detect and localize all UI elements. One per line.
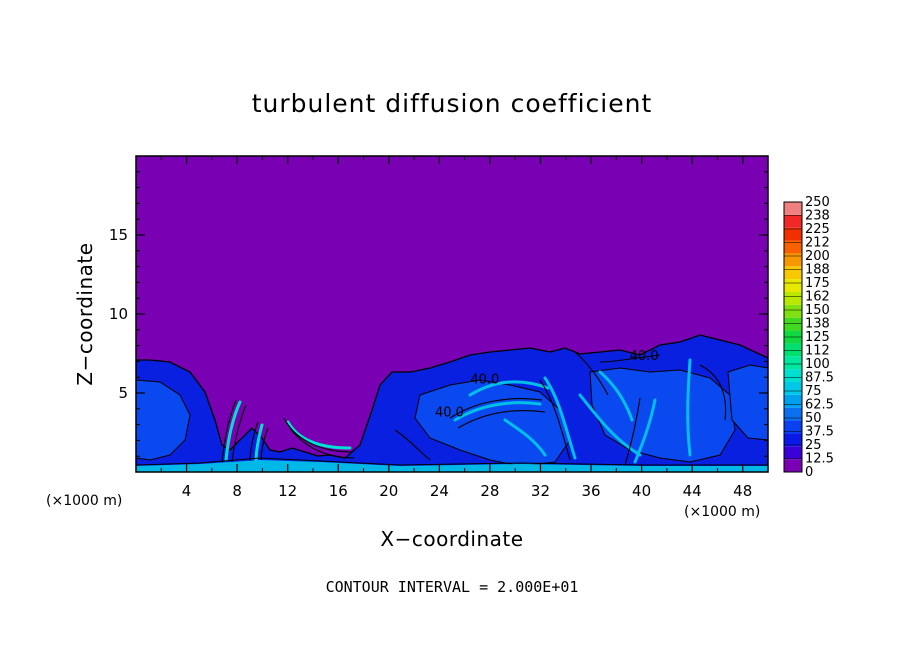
colorbar-swatch: [784, 253, 802, 267]
colorbar-tick-label: 12.5: [805, 452, 834, 467]
colorbar-swatch: [784, 420, 802, 434]
colorbar-swatch: [784, 292, 802, 305]
x-unit-label-left: (×1000 m): [46, 493, 122, 509]
colorbar-swatch: [784, 227, 802, 241]
y-axis-label: Z−coordinate: [73, 242, 97, 385]
colorbar-tick-label: 25: [805, 438, 822, 453]
colorbar-swatch: [784, 394, 802, 408]
blue-patch: [414, 379, 571, 467]
colorbar-tick-label: 138: [805, 317, 830, 332]
colorbar-tick-label: 250: [805, 195, 830, 210]
x-tick-label: 44: [683, 482, 702, 500]
plot-area: 40.040.040.0 4 8 12 16 20 24 28 32 36 40 44 48 5101…: [109, 155, 769, 500]
colorbar-tick-label: 37.5: [805, 425, 834, 440]
colorbar-tick-label: 50: [805, 411, 822, 426]
colorbar-tick-label: 112: [805, 344, 830, 359]
x-tick-label: 48: [733, 482, 752, 500]
colorbar-tick-label: 238: [805, 209, 830, 224]
colorbar-tick-label: 188: [805, 263, 830, 278]
chart-title: turbulent diffusion coefficient: [252, 89, 653, 118]
colorbar-tick-label: 125: [805, 330, 830, 345]
surface-contour: [136, 457, 768, 466]
y-tick-label: 15: [109, 226, 128, 244]
colorbar-swatch: [784, 214, 802, 228]
colorbar-tick-label: 87.5: [805, 371, 834, 386]
surface-layer: [136, 460, 768, 472]
blue-patch: [136, 379, 191, 461]
colorbar-tick-label: 0: [805, 465, 813, 480]
blue-patch: [727, 364, 768, 441]
contour-label: 40.0: [435, 406, 464, 421]
colorbar-swatch: [784, 382, 802, 395]
y-axis-ticks: 5 10 15: [109, 171, 768, 457]
y-tick-label: 5: [118, 384, 128, 402]
colorbar-swatch: [784, 343, 802, 357]
x-tick-label: 16: [329, 482, 348, 500]
x-tick-label: 12: [278, 482, 297, 500]
colorbar-tick-label: 62.5: [805, 398, 834, 413]
contour-label-layer: 40.0 40.0 40.0: [435, 349, 659, 421]
colorbar-swatch: [784, 369, 802, 382]
x-axis-ticks: 4 8 12 16 20 24 28 32 36 40 44 48: [160, 156, 752, 500]
colorbar: 012.52537.55062.57587.510011212513815016…: [783, 195, 834, 480]
x-axis-label: X−coordinate: [380, 527, 523, 551]
z-unit-label-right: (×1000 m): [684, 504, 760, 520]
y-tick-label: 10: [109, 305, 128, 323]
colorbar-swatch: [784, 202, 802, 215]
colorbar-swatch: [784, 240, 802, 254]
colorbar-tick-label: 200: [805, 249, 830, 264]
colorbar-tick-label: 150: [805, 303, 830, 318]
colorbar-swatch: [784, 459, 802, 472]
colorbar-swatch: [784, 446, 802, 460]
colorbar-swatch: [784, 317, 802, 331]
colorbar-tick-label: 225: [805, 222, 830, 237]
colorbar-tick-label: 162: [805, 290, 830, 305]
x-tick-label: 36: [581, 482, 600, 500]
field-layer: [136, 334, 768, 472]
x-tick-label: 8: [232, 482, 242, 500]
colorbar-swatch: [784, 279, 802, 292]
cyan-streaks: [453, 358, 692, 464]
contour-interval-note: CONTOUR INTERVAL = 2.000E+01: [326, 578, 579, 596]
colorbar-swatch: [784, 356, 802, 370]
x-tick-label: 24: [430, 482, 449, 500]
blue-patch: [589, 367, 736, 463]
x-tick-label: 4: [182, 482, 192, 500]
x-tick-label: 20: [379, 482, 398, 500]
colorbar-tick-label: 75: [805, 384, 822, 399]
colorbar-tick-label: 100: [805, 357, 830, 372]
colorbar-tick-label: 212: [805, 236, 830, 251]
x-tick-label: 32: [531, 482, 550, 500]
colorbar-swatch: [784, 433, 802, 447]
cyan-crescents: [224, 400, 352, 464]
colorbar-swatch: [784, 407, 802, 421]
contour-label: 40.0: [630, 349, 659, 364]
colorbar-tick-label: 175: [805, 276, 830, 291]
colorbar-swatch: [784, 266, 802, 280]
x-tick-label: 28: [480, 482, 499, 500]
x-tick-label: 40: [632, 482, 651, 500]
contour-label: 40.0: [470, 373, 499, 388]
colorbar-swatch: [784, 304, 802, 318]
